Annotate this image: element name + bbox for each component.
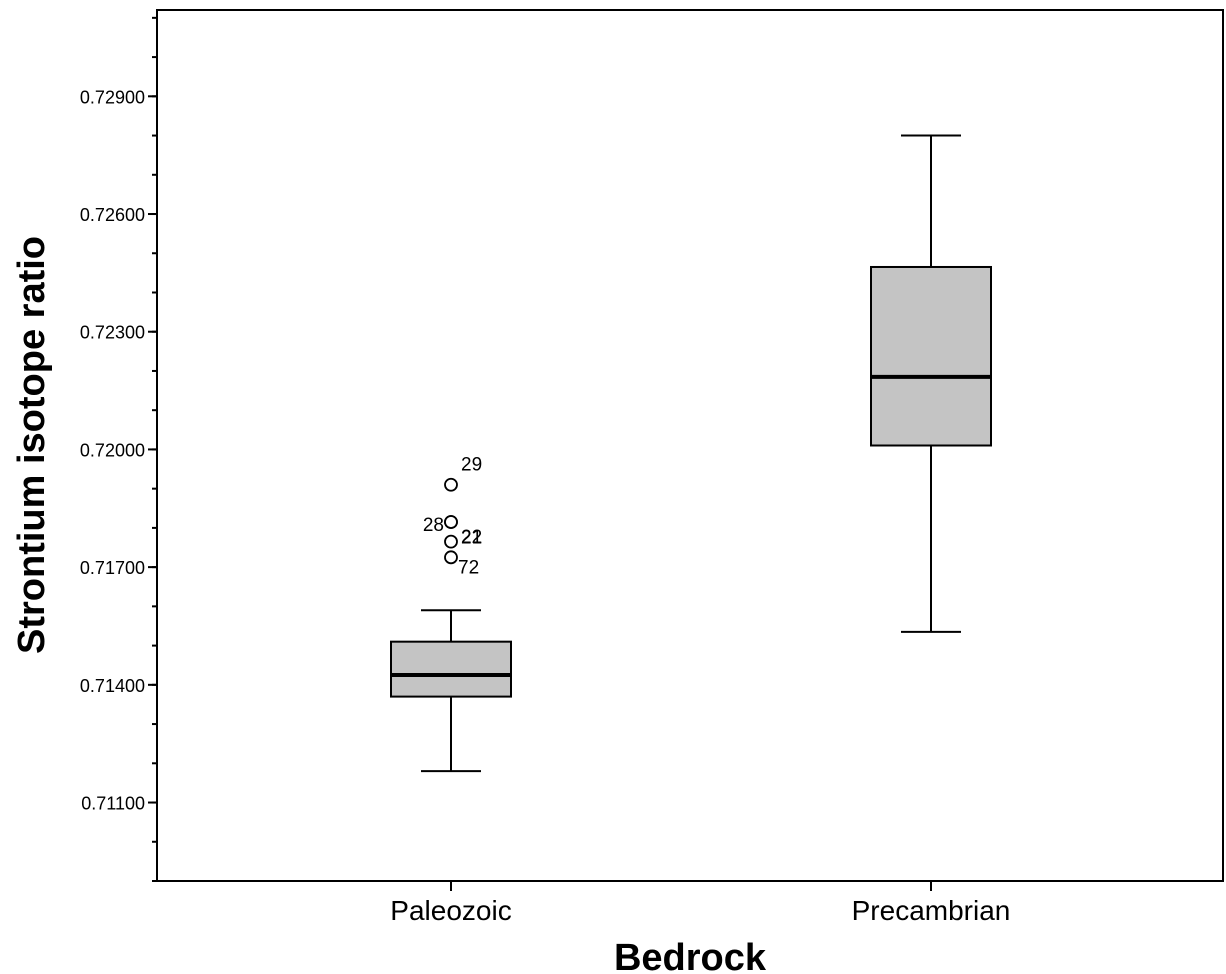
- box-paleozoic: 29 22 28 21 72: [390, 455, 512, 773]
- x-axis: Paleozoic Precambrian: [390, 881, 1010, 926]
- x-axis-title: Bedrock: [614, 937, 767, 974]
- x-category-label: Precambrian: [852, 895, 1011, 926]
- y-tick-label: 0.72000: [80, 440, 145, 460]
- y-tick-label: 0.71400: [80, 676, 145, 696]
- x-category-label: Paleozoic: [390, 895, 511, 926]
- y-tick-label: 0.72900: [80, 87, 145, 107]
- y-tick-label: 0.72300: [80, 323, 145, 343]
- outlier-label: 28: [423, 515, 444, 536]
- iqr-box: [870, 265, 992, 447]
- y-tick-label: 0.71100: [81, 794, 145, 814]
- box-precambrian: [870, 134, 992, 633]
- outlier-point: [444, 477, 458, 492]
- iqr-box: [390, 640, 512, 698]
- y-axis-title: Strontium isotope ratio: [11, 236, 53, 654]
- outlier-label: 72: [458, 557, 479, 578]
- y-tick-label: 0.72600: [80, 205, 145, 225]
- outlier-label: 29: [461, 455, 482, 476]
- outlier-point: [444, 534, 458, 549]
- y-tick-label: 0.71700: [80, 558, 145, 578]
- outlier-point: [444, 515, 458, 529]
- box-series: 29 22 28 21 72: [390, 134, 992, 773]
- outlier-label: 21: [461, 528, 482, 549]
- outlier-label: 22: [461, 527, 482, 548]
- outlier-point: [444, 550, 458, 565]
- y-axis: 0.71100 0.71400 0.71700 0.72000 0.72300 0.726…: [80, 16, 157, 882]
- plot-frame: [156, 9, 1224, 882]
